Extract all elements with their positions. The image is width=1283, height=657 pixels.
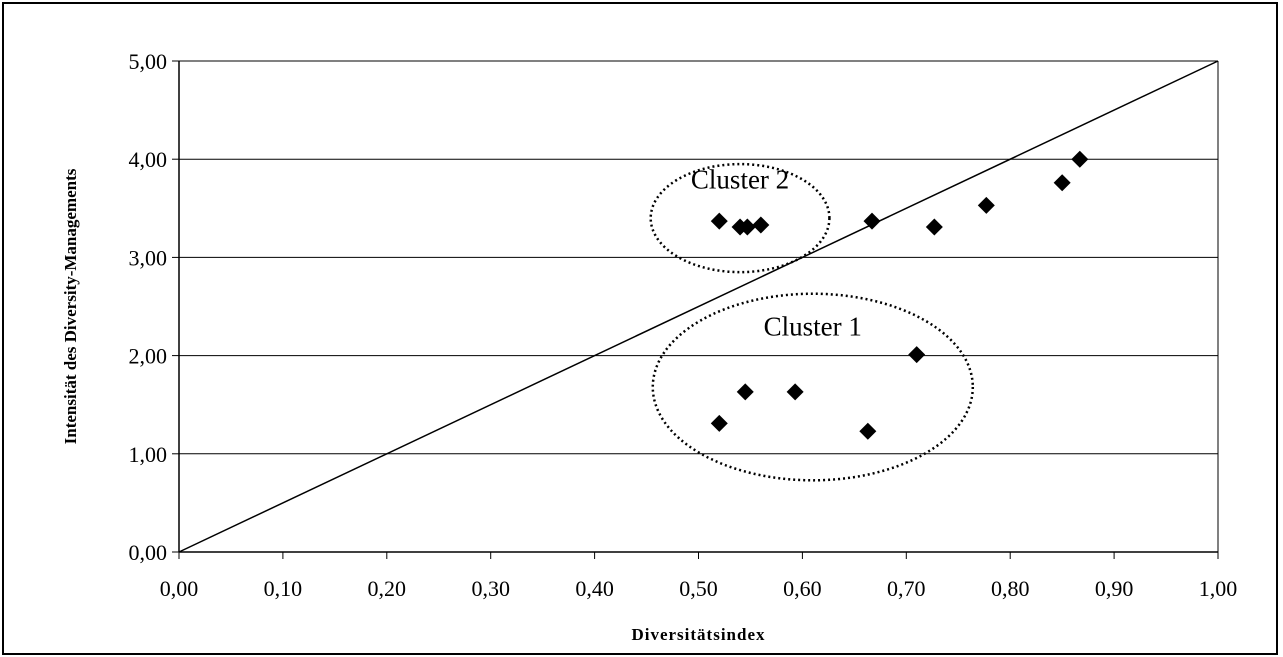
data-point-marker <box>1071 150 1089 168</box>
x-tick-labels: 0,00 0,10 0,20 0,30 0,40 0,50 0,60 0,70 0,80 0,90… <box>160 552 1238 601</box>
data-point-marker <box>859 422 877 440</box>
x-tick-label: 0,50 <box>679 576 718 601</box>
y-tick-label: 5,00 <box>129 49 168 74</box>
data-point-marker <box>752 216 770 234</box>
x-axis-title: Diversitätsindex <box>631 625 765 644</box>
data-point-marker <box>925 218 943 236</box>
y-tick-label: 4,00 <box>129 147 168 172</box>
reference-diagonal-line <box>178 60 1219 553</box>
y-tick-label: 1,00 <box>129 442 168 467</box>
cluster-label: Cluster 1 <box>764 312 862 342</box>
data-point-marker <box>1053 174 1071 192</box>
cluster-annotations: Cluster 2 Cluster 1 <box>649 162 975 482</box>
grid-lines <box>179 60 1218 455</box>
x-tick-label: 0,40 <box>575 576 614 601</box>
data-point-marker <box>786 383 804 401</box>
cluster-ellipse <box>651 292 975 482</box>
x-tick-label: 0,30 <box>471 576 510 601</box>
data-point-marker <box>908 346 926 364</box>
data-point-marker <box>863 212 881 230</box>
x-tick-label: 0,70 <box>887 576 926 601</box>
data-point-marker <box>710 414 728 432</box>
y-tick-label: 2,00 <box>129 344 168 369</box>
data-points <box>710 150 1089 440</box>
data-point-marker <box>738 218 756 236</box>
y-axis-title: Intensität des Diversity-Managements <box>61 168 80 444</box>
y-tick-label: 3,00 <box>129 245 168 270</box>
x-tick-label: 0,90 <box>1095 576 1134 601</box>
y-tick-label: 0,00 <box>129 540 168 565</box>
x-tick-label: 0,00 <box>160 576 199 601</box>
cluster-ellipse <box>649 162 831 274</box>
x-tick-label: 0,20 <box>368 576 407 601</box>
x-tick-label: 0,60 <box>783 576 822 601</box>
y-tick-labels: 0,00 1,00 2,00 3,00 4,00 5,00 <box>129 49 179 565</box>
cluster-label: Cluster 2 <box>691 164 789 194</box>
data-point-marker <box>710 212 728 230</box>
data-point-marker <box>736 383 754 401</box>
x-tick-label: 0,80 <box>991 576 1030 601</box>
x-tick-label: 1,00 <box>1199 576 1238 601</box>
data-point-marker <box>977 196 995 214</box>
x-tick-label: 0,10 <box>264 576 303 601</box>
